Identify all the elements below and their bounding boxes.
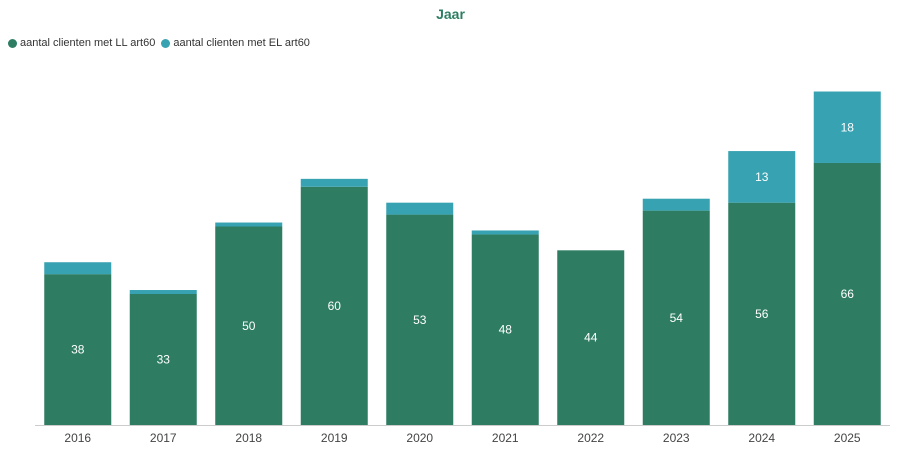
data-label-ll-2017: 33 <box>157 352 171 366</box>
bar-el-2018[interactable] <box>215 222 283 227</box>
x-tick-label-2016: 2016 <box>64 431 91 445</box>
x-tick-label-2021: 2021 <box>492 431 519 445</box>
bar-el-2016[interactable] <box>44 262 112 275</box>
data-label-ll-2021: 48 <box>499 323 513 337</box>
legend-item-ll[interactable]: aantal clienten met LL art60 <box>8 37 155 49</box>
x-tick-label-2019: 2019 <box>321 431 348 445</box>
bar-el-2020[interactable] <box>386 202 454 215</box>
x-tick-label-2020: 2020 <box>406 431 433 445</box>
data-label-ll-2024: 56 <box>755 307 769 321</box>
bar-ll-2016[interactable] <box>44 274 112 425</box>
data-label-ll-2025: 66 <box>841 287 855 301</box>
bar-el-2021[interactable] <box>471 230 539 235</box>
data-label-ll-2023: 54 <box>670 311 684 325</box>
data-label-ll-2020: 53 <box>413 313 427 327</box>
bar-el-2025[interactable] <box>813 91 881 163</box>
bar-el-2024[interactable] <box>728 151 796 203</box>
x-tick-label-2018: 2018 <box>235 431 262 445</box>
legend-label-ll: aantal clienten met LL art60 <box>20 37 156 49</box>
bar-ll-2024[interactable] <box>728 202 796 425</box>
x-tick-label-2024: 2024 <box>748 431 775 445</box>
data-label-ll-2016: 38 <box>71 343 85 357</box>
bar-el-2019[interactable] <box>300 178 368 187</box>
x-tick-label-2022: 2022 <box>577 431 604 445</box>
bar-ll-2021[interactable] <box>471 234 539 425</box>
bar-ll-2018[interactable] <box>215 226 283 426</box>
x-tick-label-2017: 2017 <box>150 431 177 445</box>
data-label-ll-2022: 44 <box>584 331 598 345</box>
data-label-ll-2019: 60 <box>328 299 342 313</box>
data-label-el-2024: 13 <box>755 170 769 184</box>
legend-marker-ll <box>8 38 17 48</box>
bar-ll-2025[interactable] <box>813 162 881 426</box>
x-tick-label-2025: 2025 <box>834 431 861 445</box>
data-label-ll-2018: 50 <box>242 319 256 333</box>
bar-el-2017[interactable] <box>129 290 197 294</box>
legend-item-el[interactable]: aantal clienten met EL art60 <box>161 37 310 49</box>
bar-ll-2023[interactable] <box>642 210 710 425</box>
bar-ll-2022[interactable] <box>557 250 625 425</box>
bar-ll-2020[interactable] <box>386 214 454 425</box>
data-label-el-2025: 18 <box>841 120 855 134</box>
legend-marker-el <box>161 38 171 48</box>
chart-title: Jaar <box>436 6 465 22</box>
legend-label-el: aantal clienten met EL art60 <box>173 37 310 49</box>
bar-el-2023[interactable] <box>642 198 710 211</box>
bar-ll-2019[interactable] <box>300 186 368 425</box>
legend: aantal clienten met LL art60 aantal clie… <box>8 37 316 49</box>
bar-ll-2017[interactable] <box>129 293 197 425</box>
x-tick-label-2023: 2023 <box>663 431 690 445</box>
